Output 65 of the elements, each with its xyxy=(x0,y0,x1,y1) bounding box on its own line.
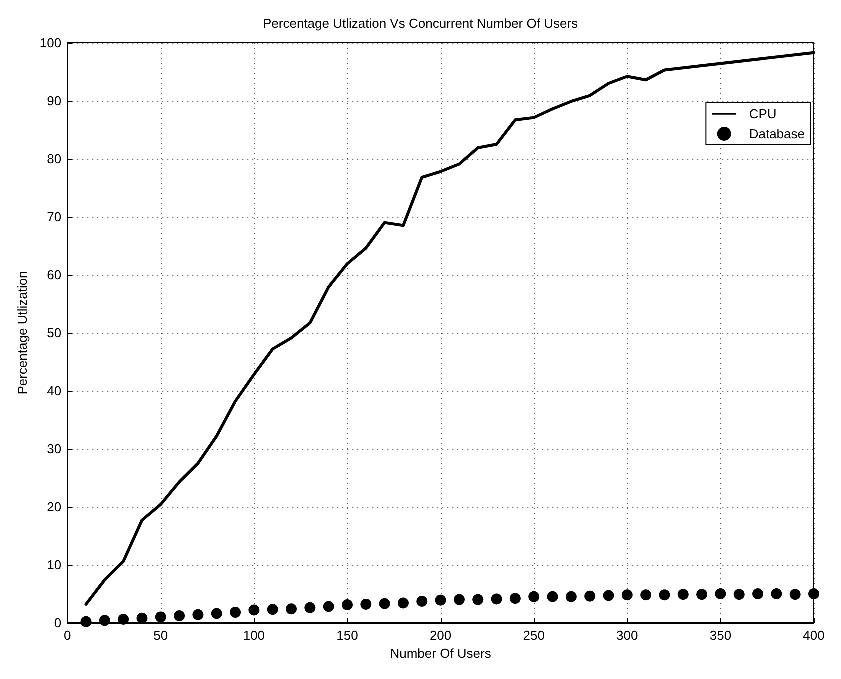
x-tick-label: 0 xyxy=(64,628,72,643)
point xyxy=(696,589,708,600)
x-tick-label: 150 xyxy=(336,628,358,643)
point xyxy=(528,591,540,602)
y-tick-label: 80 xyxy=(47,152,62,166)
point xyxy=(752,588,764,600)
x-tick-label: 400 xyxy=(803,628,825,643)
y-tick-label: 10 xyxy=(47,558,62,572)
point xyxy=(99,615,110,626)
x-tick-label: 300 xyxy=(616,628,638,643)
chart-title: Percentage Utlization Vs Concurrent Number Of Users xyxy=(262,16,579,31)
point xyxy=(734,589,745,600)
point xyxy=(416,596,428,608)
y-tick-label: 0 xyxy=(54,616,62,630)
legend-label: CPU xyxy=(749,106,777,122)
point xyxy=(472,594,484,606)
point xyxy=(304,602,316,614)
point xyxy=(622,590,633,601)
point xyxy=(678,589,689,600)
point xyxy=(547,591,558,602)
x-tick-label: 200 xyxy=(430,628,452,643)
point xyxy=(584,590,596,602)
point xyxy=(715,588,726,600)
point xyxy=(771,588,782,600)
point xyxy=(360,598,372,610)
point xyxy=(435,594,446,606)
point xyxy=(211,608,222,620)
point xyxy=(640,590,652,601)
point xyxy=(80,616,92,628)
point xyxy=(118,614,130,626)
point xyxy=(286,604,298,615)
point xyxy=(136,612,148,624)
point xyxy=(603,590,614,602)
x-tick-label: 250 xyxy=(523,628,545,643)
point xyxy=(323,601,334,612)
point xyxy=(155,612,166,623)
x-tick-label: 350 xyxy=(710,628,732,643)
point xyxy=(790,589,801,600)
y-tick-label: 70 xyxy=(47,210,62,224)
point xyxy=(808,588,820,600)
y-axis-title: Percentage Utlization xyxy=(15,271,30,395)
point xyxy=(379,598,390,610)
y-tick-label: 100 xyxy=(40,36,62,50)
x-tick-label: 100 xyxy=(243,628,266,643)
point xyxy=(192,609,204,620)
y-tick-label: 60 xyxy=(47,268,62,282)
y-tick-label: 20 xyxy=(47,500,62,514)
point xyxy=(248,604,260,616)
point xyxy=(230,607,242,618)
point xyxy=(342,600,353,611)
point xyxy=(267,604,278,616)
point xyxy=(398,598,409,609)
x-axis-title: Number Of Users xyxy=(390,646,492,661)
x-tick-label: 50 xyxy=(154,628,168,643)
point xyxy=(174,610,186,622)
y-tick-label: 30 xyxy=(47,442,62,456)
y-tick-label: 40 xyxy=(47,384,62,398)
point xyxy=(454,594,465,606)
y-tick-label: 90 xyxy=(47,94,62,108)
y-tick-label: 50 xyxy=(47,326,62,340)
point xyxy=(566,591,577,602)
point xyxy=(491,594,502,605)
point xyxy=(659,590,670,601)
point xyxy=(510,593,521,604)
legend-label: Database xyxy=(749,126,806,142)
